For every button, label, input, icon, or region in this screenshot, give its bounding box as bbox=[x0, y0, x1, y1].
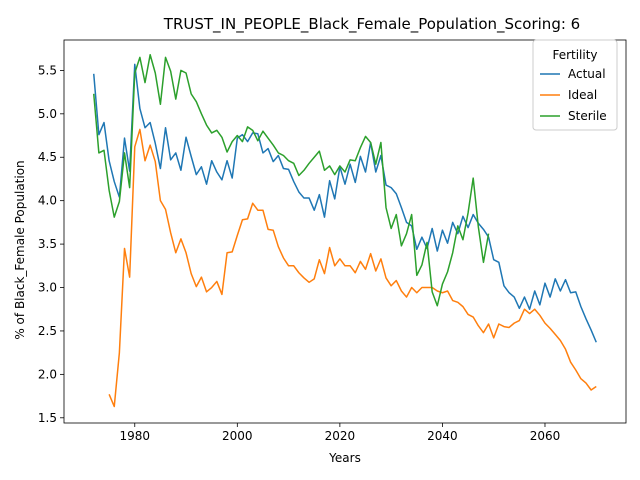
y-tick-label: 2.5 bbox=[38, 324, 57, 338]
y-tick-label: 3.0 bbox=[38, 281, 57, 295]
y-tick-label: 4.0 bbox=[38, 194, 57, 208]
series-line-actual bbox=[92, 63, 597, 343]
legend-label-sterile: Sterile bbox=[568, 109, 607, 123]
legend: Fertility Actual Ideal Sterile bbox=[532, 39, 618, 131]
legend-title: Fertility bbox=[552, 48, 597, 62]
x-tick-label: 2040 bbox=[427, 429, 458, 443]
y-tick-label: 3.5 bbox=[38, 237, 57, 251]
y-tick-label: 5.5 bbox=[38, 63, 57, 77]
y-axis-label: % of Black_Female Population bbox=[13, 160, 27, 339]
y-axis: 1.5 2.0 2.5 3.0 3.5 4.0 4.5 5.0 5.5 bbox=[38, 63, 64, 425]
legend-label-ideal: Ideal bbox=[568, 88, 597, 102]
y-tick-label: 2.0 bbox=[38, 367, 57, 381]
y-tick-label: 5.0 bbox=[38, 107, 57, 121]
x-tick-label: 2060 bbox=[530, 429, 561, 443]
plot-area bbox=[63, 39, 627, 424]
x-tick-label: 2020 bbox=[325, 429, 356, 443]
y-tick-label: 4.5 bbox=[38, 150, 57, 164]
series-line-ideal bbox=[108, 128, 597, 408]
y-tick-label: 1.5 bbox=[38, 411, 57, 425]
legend-box bbox=[532, 39, 618, 131]
legend-label-actual: Actual bbox=[568, 67, 606, 81]
axes-frame bbox=[63, 39, 627, 424]
x-tick-label: 1980 bbox=[119, 429, 150, 443]
x-tick-label: 2000 bbox=[222, 429, 253, 443]
series-layer bbox=[92, 54, 597, 408]
chart-title: TRUST_IN_PEOPLE_Black_Female_Population_… bbox=[163, 15, 580, 34]
x-axis-label: Years bbox=[328, 451, 361, 465]
legend-items: Actual Ideal Sterile bbox=[540, 67, 607, 123]
series-line-sterile bbox=[92, 54, 490, 307]
x-axis: 1980 2000 2020 2040 2060 bbox=[119, 423, 560, 443]
